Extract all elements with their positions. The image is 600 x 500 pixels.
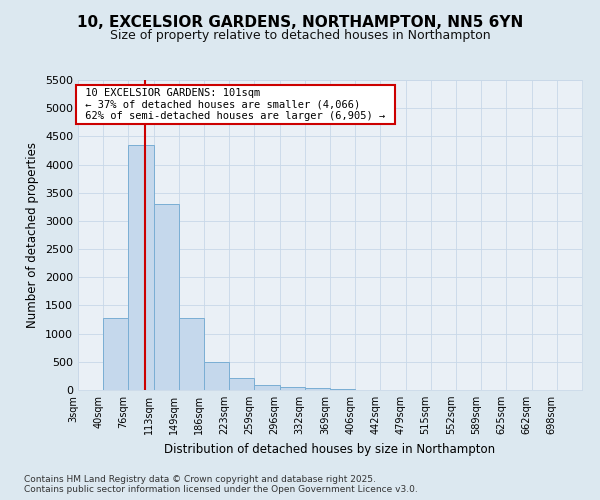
Bar xyxy=(103,318,128,390)
Bar xyxy=(154,204,179,390)
Text: 10, EXCELSIOR GARDENS, NORTHAMPTON, NN5 6YN: 10, EXCELSIOR GARDENS, NORTHAMPTON, NN5 … xyxy=(77,15,523,30)
Bar xyxy=(305,388,330,390)
Bar xyxy=(128,145,154,390)
Text: Contains HM Land Registry data © Crown copyright and database right 2025.: Contains HM Land Registry data © Crown c… xyxy=(24,476,376,484)
Y-axis label: Number of detached properties: Number of detached properties xyxy=(26,142,40,328)
Text: Contains public sector information licensed under the Open Government Licence v3: Contains public sector information licen… xyxy=(24,486,418,494)
Bar xyxy=(254,385,280,390)
Bar xyxy=(330,389,355,390)
Bar xyxy=(179,318,204,390)
X-axis label: Distribution of detached houses by size in Northampton: Distribution of detached houses by size … xyxy=(164,442,496,456)
Text: 10 EXCELSIOR GARDENS: 101sqm
 ← 37% of detached houses are smaller (4,066)
 62% : 10 EXCELSIOR GARDENS: 101sqm ← 37% of de… xyxy=(79,88,392,121)
Text: Size of property relative to detached houses in Northampton: Size of property relative to detached ho… xyxy=(110,28,490,42)
Bar xyxy=(280,386,305,390)
Bar xyxy=(229,378,254,390)
Bar xyxy=(204,362,229,390)
